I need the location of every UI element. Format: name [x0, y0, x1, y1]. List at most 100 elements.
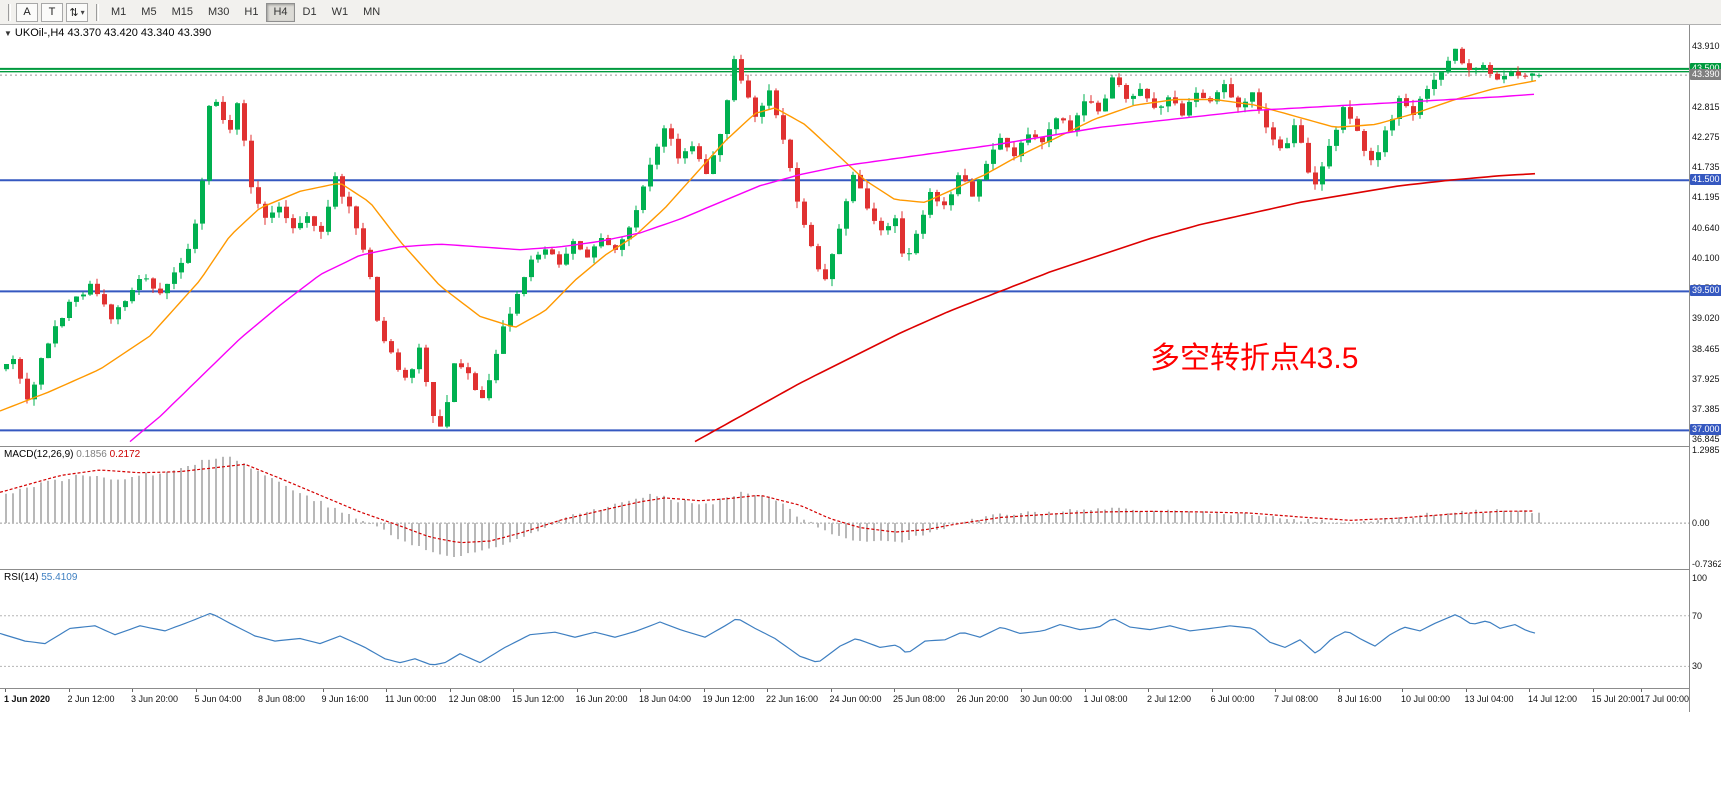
time-tick — [68, 689, 70, 692]
axis-tick: 40.100 — [1692, 253, 1720, 264]
timeframe-h4-button[interactable]: H4 — [266, 2, 295, 22]
timeframe-mn-button[interactable]: MN — [363, 6, 381, 18]
axis-tick: 41.735 — [1692, 162, 1720, 173]
price-badge: 41.500 — [1690, 174, 1721, 186]
price-chart-panel[interactable]: ▼ UKOil-,H4 43.370 43.420 43.340 43.390 多… — [0, 25, 1689, 446]
time-tick — [576, 689, 578, 692]
time-tick — [5, 689, 6, 692]
time-label: 30 Jun 00:00 — [1020, 694, 1073, 704]
toolbar-grip[interactable] — [96, 3, 99, 21]
rsi-line — [0, 612, 1536, 666]
macd-label: MACD(12,26,9) 0.1856 0.2172 — [4, 449, 140, 460]
time-label: 12 Jun 08:00 — [448, 694, 501, 704]
time-label: 19 Jun 12:00 — [702, 694, 755, 704]
price-axis[interactable]: 43.91043.35042.81542.27541.73541.19540.6… — [1689, 25, 1721, 712]
time-tick — [1275, 689, 1276, 692]
time-tick — [1338, 689, 1340, 692]
time-label: 8 Jun 08:00 — [258, 694, 306, 704]
text-tool-button-icon: T — [48, 6, 56, 18]
label-tool-button[interactable]: A — [16, 2, 38, 22]
axis-tick: 30 — [1692, 661, 1703, 672]
axis-tick: 42.815 — [1692, 102, 1720, 113]
time-tick — [386, 689, 387, 692]
time-label: 3 Jun 20:00 — [131, 694, 179, 704]
timeframe-m1-button[interactable]: M1 — [111, 6, 127, 18]
time-tick — [259, 689, 260, 692]
time-tick — [1641, 689, 1642, 692]
axis-tick: 100 — [1692, 572, 1708, 583]
rsi-panel[interactable]: RSI(14) 55.4109 — [0, 570, 1689, 688]
time-tick — [640, 689, 641, 692]
ma-mid-magenta — [129, 93, 1535, 443]
timeframe-d1-button[interactable]: D1 — [302, 6, 317, 18]
time-tick — [1465, 689, 1467, 692]
moving-averages — [0, 79, 1537, 443]
chart-title-text: UKOil-,H4 43.370 43.420 43.340 43.390 — [14, 27, 212, 39]
macd-histogram — [5, 456, 1540, 557]
time-tick — [894, 689, 895, 692]
time-tick — [1021, 689, 1022, 692]
time-tick — [767, 689, 768, 692]
macd-panel[interactable]: MACD(12,26,9) 0.1856 0.2172 — [0, 447, 1689, 569]
timeframe-w1-button[interactable]: W1 — [331, 6, 349, 18]
symbol-dropdown-icon[interactable]: ▼ — [4, 29, 12, 38]
toolbar-grip[interactable] — [8, 3, 11, 21]
time-tick — [1084, 689, 1086, 692]
axis-tick: 41.195 — [1692, 192, 1720, 203]
time-tick — [195, 689, 197, 692]
time-label: 7 Jul 08:00 — [1274, 694, 1319, 704]
time-tick — [1148, 689, 1149, 692]
timeframe-m30-button[interactable]: M30 — [207, 6, 230, 18]
rsi-chart[interactable] — [0, 570, 1689, 688]
ma-fast-orange — [0, 79, 1537, 412]
time-label: 26 Jun 20:00 — [956, 694, 1009, 704]
axis-tick: 42.275 — [1692, 132, 1720, 143]
macd-chart[interactable] — [0, 447, 1689, 569]
time-label: 5 Jun 04:00 — [194, 694, 242, 704]
tool-button-group: A T ⇅ ▾ — [16, 2, 91, 22]
macd-signal-line — [0, 463, 1534, 544]
time-label: 22 Jun 16:00 — [766, 694, 819, 704]
timeframe-m5-button[interactable]: M5 — [141, 6, 157, 18]
time-label: 2 Jul 12:00 — [1147, 694, 1192, 704]
time-label: 10 Jul 00:00 — [1401, 694, 1451, 704]
bottom-filler — [0, 712, 1721, 796]
toolbar: A T ⇅ ▾ M1 M5 M15 M30 H1 H4 D1 W1 MN — [0, 0, 1721, 25]
time-label: 11 Jun 00:00 — [385, 694, 437, 704]
axis-tick: 0.00 — [1692, 518, 1710, 529]
time-tick — [703, 689, 705, 692]
time-tick — [1402, 689, 1403, 692]
panel-separator[interactable] — [0, 569, 1721, 570]
axis-tick: 70 — [1692, 610, 1703, 621]
timeframe-h1-button[interactable]: H1 — [244, 6, 259, 18]
time-tick — [957, 689, 959, 692]
axis-tick: 40.640 — [1692, 222, 1720, 233]
time-label: 6 Jul 00:00 — [1210, 694, 1255, 704]
panel-separator[interactable] — [0, 446, 1721, 447]
timeframe-m15-button[interactable]: M15 — [171, 6, 193, 18]
text-tool-button[interactable]: T — [41, 2, 63, 22]
axis-tick: 36.845 — [1692, 434, 1720, 445]
rsi-name: RSI(14) — [4, 572, 39, 583]
time-tick — [513, 689, 514, 692]
scale-tool-button[interactable]: ⇅ ▾ — [66, 2, 88, 22]
scale-tool-button-icon: ⇅ — [69, 6, 79, 19]
time-axis[interactable]: 1 Jun 2020 2 Jun 12:00 3 Jun 20:00 5 Jun 04… — [0, 689, 1689, 711]
time-label: 14 Jul 12:00 — [1528, 694, 1578, 704]
macd-name: MACD(12,26,9) — [4, 449, 74, 460]
time-tick — [1592, 689, 1594, 692]
macd-signal-value: 0.2172 — [109, 449, 141, 460]
axis-tick: 38.465 — [1692, 343, 1720, 354]
time-label: 8 Jul 16:00 — [1337, 694, 1382, 704]
axis-tick: 39.020 — [1692, 313, 1720, 324]
price-badge: 43.390 — [1690, 69, 1721, 81]
candlestick-chart[interactable] — [0, 25, 1689, 446]
rsi-value: 55.4109 — [41, 572, 78, 583]
axis-tick: 37.385 — [1692, 404, 1720, 415]
time-tick — [1529, 689, 1530, 692]
time-tick — [449, 689, 451, 692]
time-label: 2 Jun 12:00 — [67, 694, 115, 704]
time-tick — [830, 689, 832, 692]
time-label: 9 Jun 16:00 — [321, 694, 369, 704]
horizontal-lines — [0, 67, 1689, 432]
